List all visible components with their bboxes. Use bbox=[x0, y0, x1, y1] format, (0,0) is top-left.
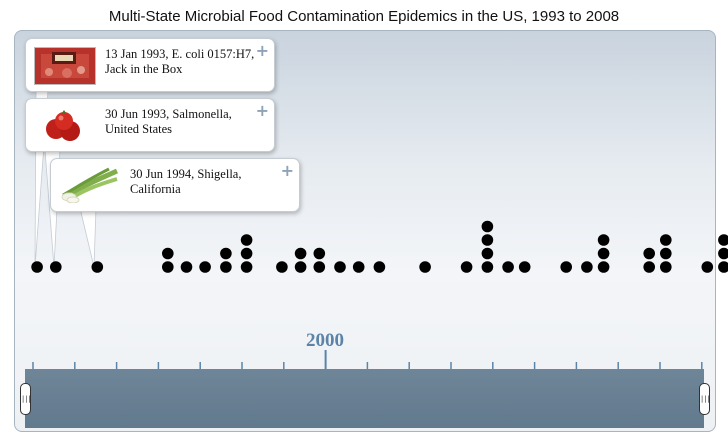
event-dot[interactable] bbox=[643, 247, 655, 260]
event-text: 30 Jun 1993, Salmonella, United States bbox=[105, 107, 232, 136]
event-dot[interactable] bbox=[560, 261, 572, 273]
event-dot[interactable] bbox=[481, 234, 494, 246]
event-dot[interactable] bbox=[180, 261, 193, 273]
timeline-panel[interactable] bbox=[14, 30, 716, 432]
event-dot[interactable] bbox=[352, 261, 365, 273]
axis-label-2000: 2000 bbox=[306, 330, 344, 351]
event-dot[interactable] bbox=[373, 261, 386, 273]
scrubber-left-handle[interactable]: ||| bbox=[20, 383, 32, 415]
event-card-2[interactable]: 30 Jun 1993, Salmonella, United States + bbox=[25, 98, 275, 152]
event-dot[interactable] bbox=[597, 261, 610, 273]
green-onions-image bbox=[59, 167, 119, 203]
event-dot[interactable] bbox=[518, 261, 531, 273]
event-text: 30 Jun 1994, Shigella, California bbox=[130, 167, 242, 196]
event-dot[interactable] bbox=[334, 261, 346, 273]
event-dot[interactable] bbox=[701, 261, 714, 273]
plus-icon[interactable]: + bbox=[255, 41, 269, 60]
plus-icon[interactable]: + bbox=[280, 161, 294, 180]
event-dot[interactable] bbox=[481, 220, 494, 233]
event-dot[interactable] bbox=[313, 247, 326, 260]
event-dot[interactable] bbox=[276, 261, 288, 273]
event-dot[interactable] bbox=[481, 247, 494, 260]
event-dot[interactable] bbox=[419, 261, 431, 273]
event-card-1[interactable]: 13 Jan 1993, E. coli 0157:H7, Jack in th… bbox=[25, 38, 275, 92]
event-dot[interactable] bbox=[220, 261, 232, 273]
plus-icon[interactable]: + bbox=[255, 101, 269, 120]
event-dot[interactable] bbox=[718, 247, 728, 260]
scrubber-right-handle[interactable]: ||| bbox=[699, 383, 711, 415]
event-dot[interactable] bbox=[313, 261, 326, 273]
event-dot[interactable] bbox=[597, 247, 610, 260]
event-dot[interactable] bbox=[220, 247, 232, 260]
timeline-scrubber[interactable] bbox=[25, 369, 704, 428]
event-dot[interactable] bbox=[240, 261, 253, 273]
event-dot[interactable] bbox=[199, 261, 211, 273]
meat-package-image bbox=[34, 47, 96, 85]
event-dot[interactable] bbox=[294, 261, 307, 273]
event-dot[interactable] bbox=[597, 234, 610, 246]
event-dot[interactable] bbox=[162, 261, 174, 273]
event-connector-3 bbox=[79, 207, 97, 268]
event-dot[interactable] bbox=[91, 261, 104, 273]
tomatoes-image bbox=[34, 107, 94, 143]
page-title: Multi-State Microbial Food Contamination… bbox=[108, 8, 620, 25]
event-dot[interactable] bbox=[31, 261, 43, 273]
event-dot[interactable] bbox=[718, 234, 728, 246]
event-dot[interactable] bbox=[660, 247, 672, 260]
event-dot[interactable] bbox=[294, 247, 307, 260]
event-dot[interactable] bbox=[240, 247, 253, 260]
event-text: 13 Jan 1993, E. coli 0157:H7, Jack in th… bbox=[105, 47, 255, 76]
event-dot[interactable] bbox=[660, 234, 672, 246]
event-dot[interactable] bbox=[240, 234, 253, 246]
event-dot[interactable] bbox=[50, 261, 62, 273]
event-dot[interactable] bbox=[643, 261, 655, 273]
event-dot[interactable] bbox=[481, 261, 494, 273]
event-card-3[interactable]: 30 Jun 1994, Shigella, California + bbox=[50, 158, 300, 212]
event-dot[interactable] bbox=[460, 261, 473, 273]
event-dot[interactable] bbox=[162, 247, 174, 260]
event-dot[interactable] bbox=[660, 261, 672, 273]
event-dot[interactable] bbox=[581, 261, 593, 273]
event-dot[interactable] bbox=[502, 261, 514, 273]
event-dot[interactable] bbox=[718, 261, 728, 273]
